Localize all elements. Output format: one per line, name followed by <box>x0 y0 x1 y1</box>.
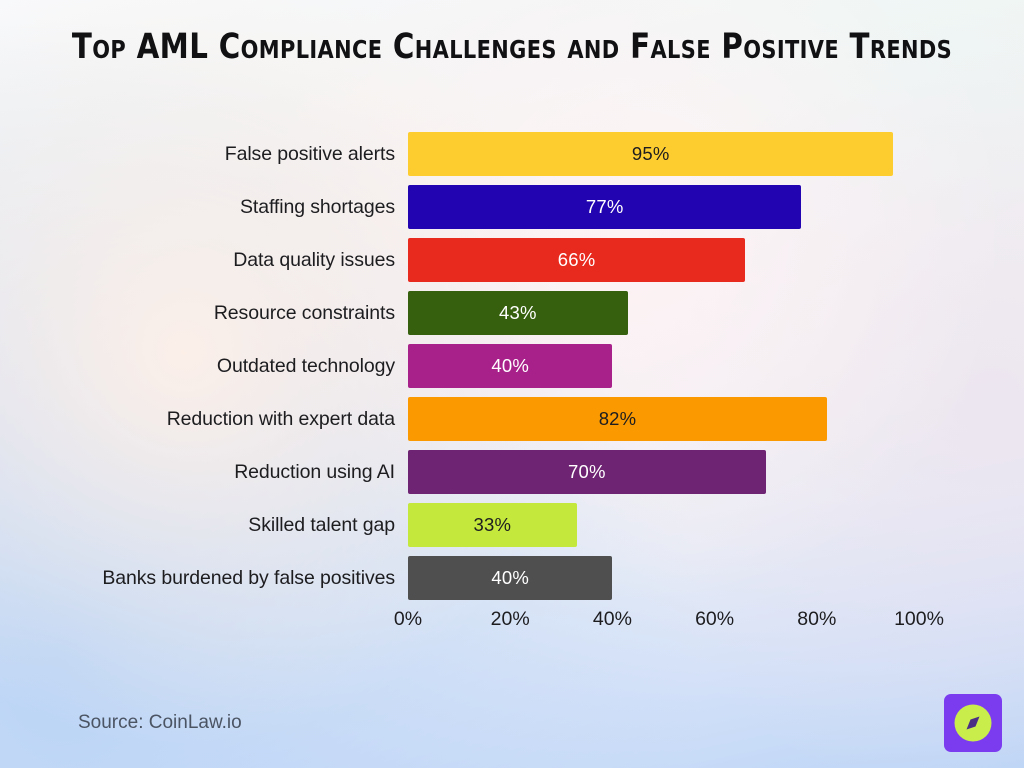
bar: 43% <box>408 291 628 335</box>
chart-row: Skilled talent gap 33% <box>0 503 1024 547</box>
bar: 77% <box>408 185 802 229</box>
chart-row: Banks burdened by false positives 40% <box>0 556 1024 600</box>
bar-value-label: 77% <box>585 195 624 217</box>
bar-value-label: 40% <box>491 354 530 376</box>
category-label: Outdated technology <box>216 355 395 377</box>
source-caption: Source: CoinLaw.io <box>78 712 242 733</box>
page-title: Top AML Compliance Challenges and False … <box>71 27 953 67</box>
category-label: Skilled talent gap <box>248 514 395 536</box>
bar: 33% <box>408 503 577 547</box>
bar-value-label: 82% <box>598 407 637 429</box>
bar-value-label: 70% <box>568 460 606 482</box>
category-label: Resource constraints <box>213 302 395 324</box>
x-axis-tick: 100% <box>894 608 944 630</box>
category-label: False positive alerts <box>224 143 395 165</box>
bar: 66% <box>408 238 746 282</box>
category-label: Banks burdened by false positives <box>102 567 395 589</box>
bar-value-label: 43% <box>499 301 537 323</box>
chart-row: Reduction with expert data 82% <box>0 397 1024 441</box>
bar: 40% <box>408 556 613 600</box>
chart-row: Reduction using AI 70% <box>0 450 1024 494</box>
category-label: Reduction using AI <box>234 461 395 483</box>
bar: 40% <box>408 344 613 388</box>
bar: 70% <box>408 450 766 494</box>
x-axis-tick: 20% <box>490 608 530 630</box>
bar: 95% <box>408 132 894 176</box>
chart-row: Resource constraints 43% <box>0 291 1024 335</box>
bar-value-label: 40% <box>491 566 530 588</box>
chart-row: Data quality issues 66% <box>0 238 1024 282</box>
x-axis-tick: 0% <box>393 608 423 630</box>
bar-chart: False positive alerts 95% Staffing shortag… <box>0 126 1024 606</box>
bar-value-label: 33% <box>473 513 512 535</box>
bar-value-label: 95% <box>631 142 670 164</box>
x-axis-tick: 60% <box>695 608 735 630</box>
x-axis-tick: 80% <box>797 608 837 630</box>
logo-icon <box>954 704 992 742</box>
x-axis: 0% 20% 40% 60% 80% 100% <box>394 608 944 638</box>
chart-row: Outdated technology 40% <box>0 344 1024 388</box>
chart-row: Staffing shortages 77% <box>0 185 1024 229</box>
x-axis-tick: 40% <box>592 608 632 630</box>
chart-row: False positive alerts 95% <box>0 132 1024 176</box>
category-label: Staffing shortages <box>239 196 395 218</box>
bar-value-label: 66% <box>557 248 596 270</box>
category-label: Data quality issues <box>233 249 395 271</box>
bar: 82% <box>408 397 828 441</box>
coinlaw-logo <box>944 694 1002 752</box>
category-label: Reduction with expert data <box>166 408 395 430</box>
